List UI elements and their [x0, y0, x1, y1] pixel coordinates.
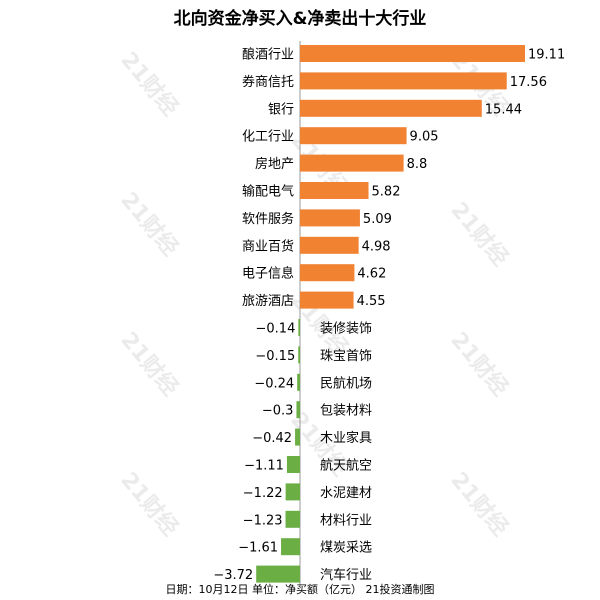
value-label: −0.24: [254, 376, 294, 391]
value-label: −0.15: [255, 349, 295, 364]
bar: [298, 346, 300, 364]
bar: [297, 373, 300, 391]
value-label: 5.09: [363, 212, 392, 227]
bar: [286, 456, 300, 473]
value-label: 4.62: [357, 267, 386, 282]
bar: [300, 264, 355, 282]
category-label: 航天航空: [320, 458, 372, 474]
category-label: 券商信托: [242, 74, 294, 90]
category-label: 包装材料: [320, 404, 372, 419]
bar: [281, 538, 300, 556]
value-label: −1.22: [243, 486, 283, 501]
category-label: 珠宝首饰: [320, 349, 372, 364]
value-label: 19.11: [528, 48, 565, 63]
category-label: 煤炭采选: [320, 541, 372, 556]
category-label: 水泥建材: [320, 486, 372, 501]
category-label: 材料行业: [320, 513, 372, 528]
bar: [300, 154, 404, 172]
watermark-text: 21财经: [445, 327, 513, 401]
bar: [300, 236, 359, 254]
bar: [300, 291, 354, 309]
watermark-text: 21财经: [115, 467, 183, 541]
chart-footer: 日期：10月12日 单位：净买额（亿元） 21投资通制图: [165, 583, 435, 596]
category-label: 装修装饰: [320, 322, 372, 337]
watermark-text: 21财经: [445, 467, 513, 541]
value-label: 17.56: [510, 75, 547, 90]
bar: [300, 72, 507, 90]
value-label: 4.98: [362, 239, 391, 254]
category-label: 民航机场: [320, 375, 372, 391]
value-label: −3.72: [213, 568, 253, 583]
category-label: 木业家具: [320, 430, 372, 446]
value-label: 15.44: [485, 102, 522, 117]
value-label: −0.3: [262, 404, 294, 419]
category-label: 软件服务: [242, 211, 294, 227]
watermark-text: 21财经: [115, 187, 183, 261]
value-label: −0.42: [252, 431, 292, 446]
value-label: −0.14: [256, 322, 296, 337]
category-label: 酿酒行业: [242, 47, 294, 63]
value-label: 5.82: [372, 185, 401, 200]
chart-title: 北向资金净买入&净卖出十大行业: [173, 9, 427, 29]
category-label: 旅游酒店: [242, 294, 294, 309]
watermark-text: 21财经: [445, 197, 513, 271]
category-label: 电子信息: [242, 266, 294, 282]
value-label: −1.61: [238, 541, 278, 556]
watermark-text: 21财经: [115, 327, 183, 401]
value-label: 9.05: [410, 130, 439, 145]
category-label: 商业百货: [242, 238, 294, 254]
category-label: 银行: [268, 102, 294, 117]
bar: [300, 209, 360, 227]
bar: [300, 45, 525, 62]
bar: [300, 99, 482, 117]
bar: [298, 319, 300, 336]
bar: [300, 182, 369, 199]
category-label: 化工行业: [242, 130, 294, 145]
bar: [285, 510, 300, 528]
category-label: 输配电气: [242, 184, 294, 200]
bar: [296, 401, 300, 419]
bar: [295, 428, 300, 446]
value-label: −1.11: [244, 459, 284, 474]
watermark-text: 21财经: [115, 47, 183, 121]
bar: [256, 565, 300, 583]
category-label: 汽车行业: [320, 567, 372, 583]
category-label: 房地产: [255, 156, 294, 172]
bar: [285, 483, 300, 501]
value-label: −1.23: [243, 513, 283, 528]
bar: [300, 127, 407, 145]
value-label: 8.8: [407, 157, 428, 172]
value-label: 4.55: [357, 294, 386, 309]
